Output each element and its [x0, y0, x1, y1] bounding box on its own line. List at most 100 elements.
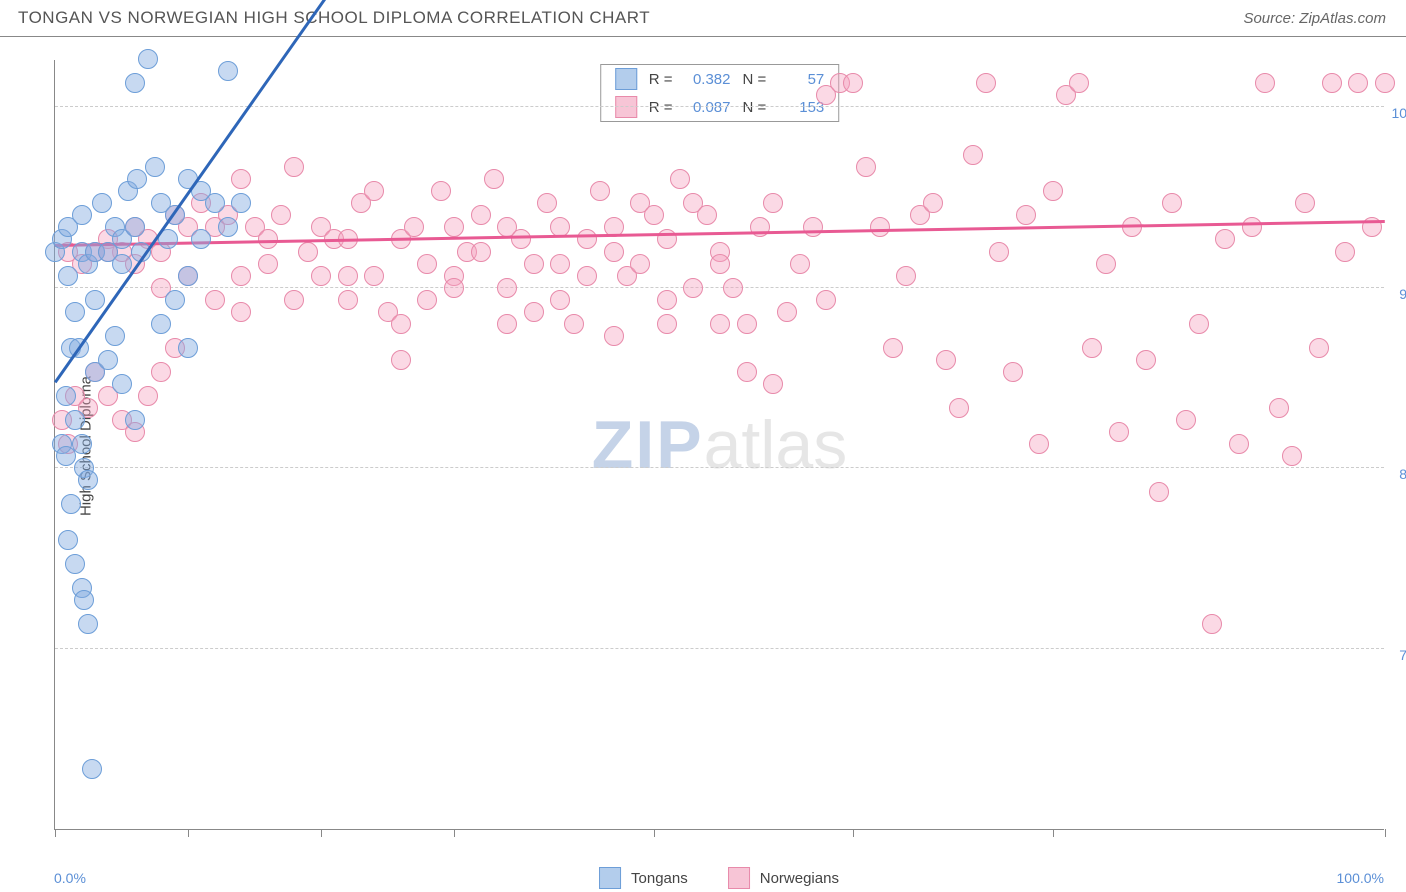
norwegian-point [431, 181, 451, 201]
norwegians-swatch-icon [728, 867, 750, 889]
legend-tongans: Tongans [599, 867, 688, 889]
chart-plot-area: ZIPatlas R = 0.382 N = 57 R = 0.087 N = … [54, 60, 1384, 830]
norwegian-point [1069, 73, 1089, 93]
norwegian-point [976, 73, 996, 93]
tongan-point [74, 590, 94, 610]
tongan-point [145, 157, 165, 177]
y-tick-label: 92.5% [1399, 286, 1406, 302]
legend-norwegians-label: Norwegians [760, 870, 839, 887]
norwegian-point [763, 193, 783, 213]
norwegian-point [444, 278, 464, 298]
norwegian-point [391, 350, 411, 370]
norwegian-point [1122, 217, 1142, 237]
norwegian-point [963, 145, 983, 165]
norwegian-point [511, 229, 531, 249]
norwegian-point [550, 254, 570, 274]
norwegian-point [1096, 254, 1116, 274]
norwegian-point [604, 326, 624, 346]
norwegian-point [1375, 73, 1395, 93]
norwegian-point [497, 314, 517, 334]
norwegian-point [284, 157, 304, 177]
norwegian-point [803, 217, 823, 237]
norwegian-point [870, 217, 890, 237]
norwegian-point [471, 242, 491, 262]
norwegian-point [630, 254, 650, 274]
norwegian-point [1029, 434, 1049, 454]
norwegian-point [1309, 338, 1329, 358]
norwegian-point [1043, 181, 1063, 201]
tongan-point [112, 374, 132, 394]
norwegian-point [138, 386, 158, 406]
norwegian-point [497, 278, 517, 298]
norwegian-point [1202, 614, 1222, 634]
tongan-point [125, 410, 145, 430]
norwegian-point [1149, 482, 1169, 502]
tongan-point [58, 266, 78, 286]
norwegian-point [577, 266, 597, 286]
norwegian-point [1136, 350, 1156, 370]
tongan-point [82, 759, 102, 779]
norwegian-point [231, 266, 251, 286]
norwegian-point [1282, 446, 1302, 466]
gridline [55, 648, 1384, 649]
tongan-point [105, 326, 125, 346]
norwegian-point [1295, 193, 1315, 213]
norwegian-point [883, 338, 903, 358]
tongan-point [191, 229, 211, 249]
norwegian-point [311, 266, 331, 286]
norwegian-point [417, 290, 437, 310]
tongans-swatch-icon [599, 867, 621, 889]
norwegian-point [657, 314, 677, 334]
norwegian-point [1016, 205, 1036, 225]
x-min-label: 0.0% [54, 870, 86, 886]
norwegian-point [338, 290, 358, 310]
tongan-point [78, 470, 98, 490]
norwegian-point [298, 242, 318, 262]
norwegian-point [1322, 73, 1342, 93]
norwegian-point [710, 254, 730, 274]
tongan-point [125, 217, 145, 237]
norwegian-point [1162, 193, 1182, 213]
bottom-legend: Tongans Norwegians [599, 867, 839, 889]
norwegian-point [524, 254, 544, 274]
y-tick-label: 100.0% [1392, 105, 1406, 121]
norwegian-point [1229, 434, 1249, 454]
norwegian-point [524, 302, 544, 322]
norwegian-point [737, 314, 757, 334]
norwegian-point [670, 169, 690, 189]
gridline [55, 467, 1384, 468]
stats-row-tongans: R = 0.382 N = 57 [601, 65, 839, 93]
norwegian-point [417, 254, 437, 274]
tongan-point [98, 350, 118, 370]
x-tick [188, 829, 189, 837]
tongan-point [56, 386, 76, 406]
norwegian-point [404, 217, 424, 237]
norwegian-point [657, 290, 677, 310]
norwegian-point [710, 314, 730, 334]
y-tick-label: 77.5% [1399, 647, 1406, 663]
norwegian-point [590, 181, 610, 201]
norwegian-point [271, 205, 291, 225]
tongan-point [61, 494, 81, 514]
norwegian-point [284, 290, 304, 310]
norwegian-point [989, 242, 1009, 262]
norwegian-point [896, 266, 916, 286]
tongan-point [125, 73, 145, 93]
norwegian-point [550, 290, 570, 310]
tongan-point [138, 49, 158, 69]
norwegian-point [1335, 242, 1355, 262]
y-tick-label: 85.0% [1399, 466, 1406, 482]
stats-r-label: R = [649, 71, 673, 88]
norwegian-point [364, 266, 384, 286]
x-tick [1053, 829, 1054, 837]
norwegian-point [444, 217, 464, 237]
tongan-point [151, 314, 171, 334]
norwegian-point [763, 374, 783, 394]
norwegian-point [391, 314, 411, 334]
norwegian-point [1176, 410, 1196, 430]
norwegian-point [843, 73, 863, 93]
tongan-point [58, 530, 78, 550]
norwegian-point [790, 254, 810, 274]
norwegian-point [683, 278, 703, 298]
tongan-point [78, 614, 98, 634]
